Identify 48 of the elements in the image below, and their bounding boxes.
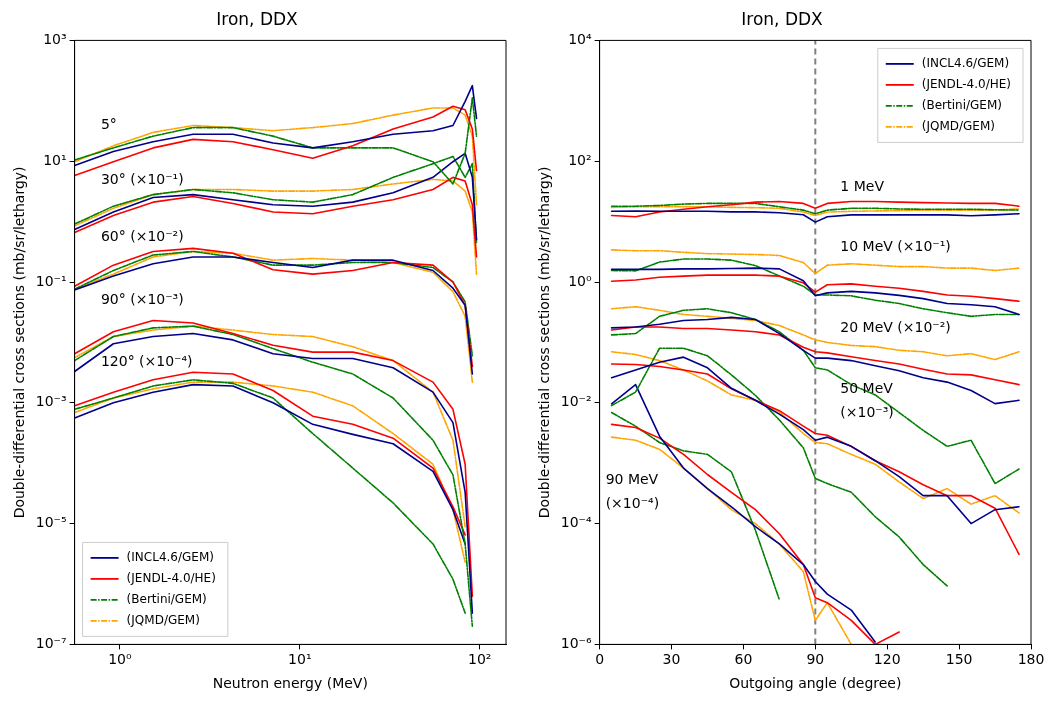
- annotation: 120° (×10⁻⁴): [100, 352, 193, 369]
- x-axis-title: Neutron energy (MeV): [212, 675, 368, 692]
- y-tick-label: 10⁰: [568, 272, 592, 289]
- x-tick-label: 60: [734, 651, 753, 668]
- legend-label: (JQMD/GEM): [126, 613, 200, 628]
- y-tick-label: 10²: [568, 151, 592, 168]
- annotation: 10 MeV (×10⁻¹): [840, 237, 951, 254]
- y-tick-label: 10⁻²: [560, 393, 592, 410]
- x-tick-label: 150: [945, 651, 973, 668]
- annotation: 90° (×10⁻³): [100, 290, 184, 307]
- chart-title: Iron, DDX: [216, 8, 299, 29]
- legend-label: (JENDL-4.0/HE): [126, 571, 216, 586]
- line-series: [610, 258, 1020, 318]
- y-axis-title: Double-differential cross sections (mb/sr/lethargy): [11, 166, 28, 519]
- annotation: 20 MeV (×10⁻²): [840, 318, 951, 335]
- x-axis-title: Outgoing angle (degree): [729, 675, 902, 692]
- annotation: 5°: [100, 116, 117, 133]
- y-tick-label: 10⁻⁷: [35, 635, 67, 652]
- legend-label: (Bertini/GEM): [921, 98, 1002, 113]
- x-tick-label: 10¹: [288, 651, 312, 668]
- line-series: [610, 305, 1020, 361]
- x-tick-label: 90: [806, 651, 825, 668]
- y-tick-label: 10⁴: [568, 31, 592, 48]
- annotation: 30° (×10⁻¹): [100, 171, 184, 188]
- y-tick-label: 10⁻⁶: [560, 635, 592, 652]
- x-tick-label: 10²: [467, 651, 492, 668]
- x-tick-label: 0: [595, 651, 605, 668]
- annotation: 1 MeV: [840, 178, 885, 195]
- x-tick-label: 180: [1017, 651, 1045, 668]
- legend-label: (INCL4.6/GEM): [921, 56, 1010, 71]
- annotation: 50 MeV (×10⁻³): [840, 379, 894, 420]
- legend-label: (JQMD/GEM): [921, 119, 995, 134]
- y-tick-label: 10³: [43, 31, 67, 48]
- y-tick-label: 10⁻⁴: [560, 514, 592, 531]
- annotation: 90 MeV (×10⁻⁴): [605, 471, 660, 512]
- y-tick-label: 10¹: [43, 151, 67, 168]
- x-tick-label: 120: [873, 651, 901, 668]
- y-tick-label: 10⁻⁵: [35, 514, 67, 531]
- legend-label: (INCL4.6/GEM): [126, 550, 214, 565]
- x-tick-label: 10⁰: [108, 651, 133, 668]
- y-axis-title: Double-differential cross sections (mb/sr/lethargy): [536, 166, 553, 519]
- x-tick-label: 30: [662, 651, 681, 668]
- y-tick-label: 10⁻¹: [35, 272, 67, 289]
- legend-label: (Bertini/GEM): [126, 592, 207, 607]
- annotation: 60° (×10⁻²): [100, 227, 184, 244]
- y-tick-label: 10⁻³: [35, 393, 67, 410]
- chart-title: Iron, DDX: [741, 8, 824, 29]
- legend-label: (JENDL-4.0/HE): [921, 77, 1012, 92]
